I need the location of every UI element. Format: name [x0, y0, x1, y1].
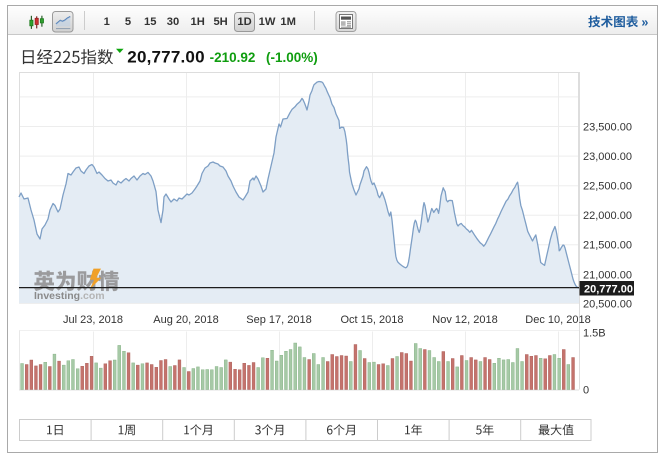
svg-text:22,500.00: 22,500.00 [583, 181, 632, 193]
svg-text:20,777.00: 20,777.00 [584, 283, 633, 295]
svg-text:Aug 20, 2018: Aug 20, 2018 [153, 314, 218, 326]
svg-text:20,777.00: 20,777.00 [127, 48, 204, 67]
svg-text:30: 30 [167, 16, 179, 28]
svg-text:22,000.00: 22,000.00 [583, 210, 632, 222]
svg-text:1D: 1D [237, 16, 251, 28]
svg-text:Oct 15, 2018: Oct 15, 2018 [341, 314, 404, 326]
svg-text:5H: 5H [213, 16, 227, 28]
svg-text:1H: 1H [191, 16, 205, 28]
svg-text:21,000.00: 21,000.00 [583, 269, 632, 281]
svg-text:-210.92: -210.92 [210, 50, 256, 65]
svg-text:(-1.00%): (-1.00%) [266, 50, 318, 65]
svg-text:20,500.00: 20,500.00 [583, 298, 632, 310]
svg-text:Nov 12, 2018: Nov 12, 2018 [432, 314, 497, 326]
svg-text:23,500.00: 23,500.00 [583, 121, 632, 133]
svg-text:21,500.00: 21,500.00 [583, 240, 632, 252]
svg-text:23,000.00: 23,000.00 [583, 151, 632, 163]
svg-text:1: 1 [104, 16, 110, 28]
svg-text:1W: 1W [259, 16, 276, 28]
svg-text:0: 0 [583, 384, 589, 396]
svg-text:Dec 10, 2018: Dec 10, 2018 [525, 314, 590, 326]
svg-text:»: » [641, 15, 648, 29]
svg-text:Sep 17, 2018: Sep 17, 2018 [246, 314, 311, 326]
svg-text:1.5B: 1.5B [583, 327, 606, 339]
svg-text:1M: 1M [280, 16, 296, 28]
svg-text:Jul 23, 2018: Jul 23, 2018 [63, 314, 123, 326]
svg-text:5: 5 [125, 16, 131, 28]
svg-text:Investing.com: Investing.com [34, 290, 105, 302]
svg-text:15: 15 [144, 16, 156, 28]
